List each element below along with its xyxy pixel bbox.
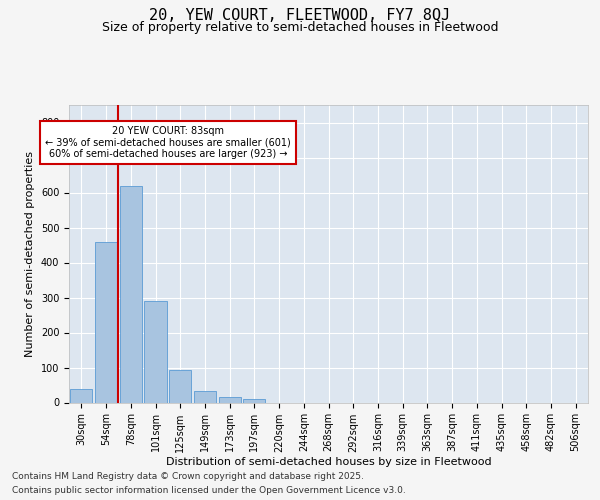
Text: Contains HM Land Registry data © Crown copyright and database right 2025.: Contains HM Land Registry data © Crown c… (12, 472, 364, 481)
Bar (169, 370, 191, 402)
X-axis label: Distribution of semi-detached houses by size in Fleetwood: Distribution of semi-detached houses by … (166, 457, 491, 467)
Text: 20, YEW COURT, FLEETWOOD, FY7 8QJ: 20, YEW COURT, FLEETWOOD, FY7 8QJ (149, 8, 451, 22)
Bar (95, 242, 117, 402)
Bar (243, 399, 265, 402)
Y-axis label: Number of semi-detached properties: Number of semi-detached properties (25, 151, 35, 357)
Bar (194, 391, 216, 402)
Bar (119, 186, 142, 402)
Bar (70, 389, 92, 402)
Bar (218, 397, 241, 402)
Text: Size of property relative to semi-detached houses in Fleetwood: Size of property relative to semi-detach… (102, 21, 498, 34)
Bar (145, 301, 167, 402)
Text: Contains public sector information licensed under the Open Government Licence v3: Contains public sector information licen… (12, 486, 406, 495)
Text: 20 YEW COURT: 83sqm
← 39% of semi-detached houses are smaller (601)
60% of semi-: 20 YEW COURT: 83sqm ← 39% of semi-detach… (45, 126, 291, 159)
